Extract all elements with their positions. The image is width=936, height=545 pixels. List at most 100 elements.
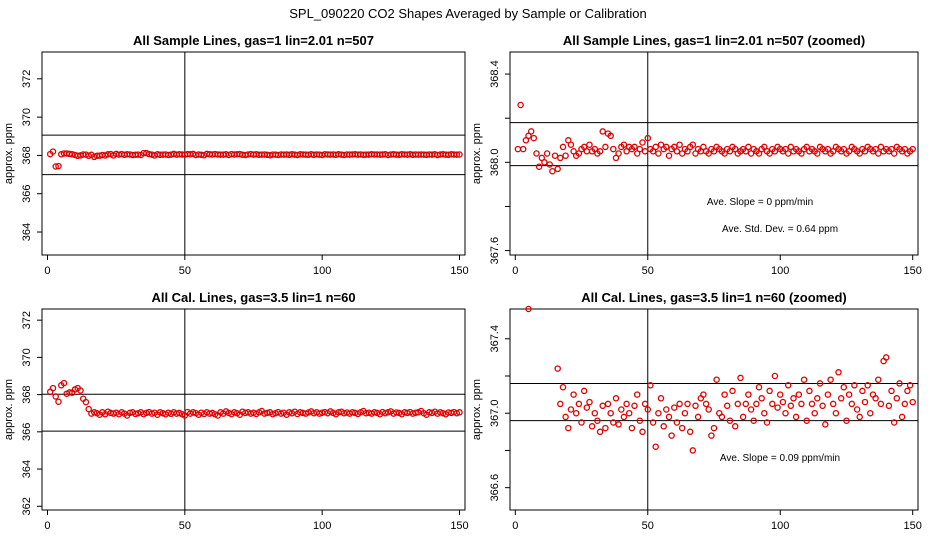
data-point: [156, 409, 164, 416]
x-tick-label: 50: [179, 520, 191, 532]
x-tick-label: 150: [904, 520, 922, 532]
data-point: [657, 395, 665, 402]
data-point: [864, 382, 871, 389]
data-point: [533, 150, 540, 157]
data-point: [774, 404, 781, 411]
data-point: [750, 417, 757, 424]
data-point: [806, 387, 813, 395]
data-point: [570, 391, 577, 398]
data-point: [565, 424, 572, 432]
data-point: [710, 424, 718, 432]
data-point: [349, 409, 356, 416]
y-tick-label: 366: [21, 423, 33, 441]
data-point: [594, 417, 601, 424]
panel-title: All Cal. Lines, gas=3.5 lin=1 n=60 (zoom…: [581, 290, 847, 305]
data-point: [769, 400, 776, 408]
data-point: [676, 141, 683, 148]
data-point: [848, 400, 856, 408]
x-tick-label: 0: [512, 520, 518, 532]
data-point: [811, 409, 818, 417]
data-point: [559, 143, 567, 151]
data-point: [55, 162, 62, 170]
data-point: [575, 400, 583, 408]
data-point: [517, 101, 524, 109]
data-point: [631, 402, 638, 410]
data-point: [49, 148, 57, 155]
plot-frame: [41, 308, 466, 511]
data-point: [583, 148, 591, 155]
data-point: [784, 382, 792, 389]
data-point: [620, 141, 628, 148]
data-point: [840, 383, 848, 391]
data-point: [599, 128, 606, 135]
data-point: [77, 387, 84, 394]
data-point: [843, 417, 850, 424]
chart-panel-3: All Cal. Lines, gas=3.5 lin=1 n=60 0 50 100…: [3, 290, 469, 532]
y-tick-label: 367.6: [489, 237, 501, 265]
data-point: [519, 145, 527, 153]
annotation-text: Ave. Std. Dev. = 0.64 ppm: [722, 224, 838, 235]
data-point: [893, 395, 901, 402]
data-point: [758, 395, 765, 402]
data-point: [747, 406, 755, 413]
data-point: [885, 402, 893, 410]
data-point: [755, 383, 763, 391]
data-point: [551, 152, 559, 159]
data-point: [890, 150, 898, 157]
data-point: [586, 398, 593, 406]
data-point: [625, 409, 633, 417]
data-point: [668, 432, 675, 439]
data-point: [636, 417, 644, 424]
data-point: [602, 143, 609, 151]
data-point: [808, 400, 816, 408]
data-point: [792, 413, 800, 421]
data-point: [612, 395, 620, 402]
data-point: [877, 400, 885, 408]
data-point: [55, 398, 62, 405]
data-point: [628, 424, 636, 432]
data-point: [549, 167, 556, 175]
data-point: [901, 400, 909, 408]
data-point: [596, 428, 604, 436]
annotation-text: Ave. Slope = 0 ppm/min: [707, 197, 813, 208]
data-point: [761, 409, 768, 417]
data-point: [52, 163, 59, 170]
y-tick-label: 368.4: [489, 60, 501, 88]
data-point: [655, 409, 662, 417]
data-point: [554, 165, 561, 173]
data-point: [742, 400, 750, 408]
data-point: [583, 404, 591, 411]
x-tick-label: 50: [179, 265, 191, 277]
data-point: [689, 447, 697, 454]
data-point: [766, 387, 773, 395]
x-tick-label: 50: [642, 520, 654, 532]
data-point: [316, 410, 323, 417]
x-tick-label: 150: [904, 265, 922, 277]
data-point: [853, 406, 861, 413]
x-tick-label: 50: [642, 265, 654, 277]
data-point: [745, 143, 752, 151]
data-point: [665, 413, 673, 421]
data-point: [546, 161, 553, 168]
y-tick-label: 368: [21, 385, 33, 403]
data-point: [535, 163, 543, 170]
data-point: [721, 391, 728, 398]
chart-panel-1: All Sample Lines, gas=1 lin=2.01 n=507 0 5…: [3, 33, 469, 277]
y-tick-label: 370: [21, 348, 33, 366]
data-point: [689, 141, 697, 148]
x-tick-label: 0: [512, 265, 518, 277]
data-point: [824, 391, 832, 398]
data-point: [739, 413, 747, 421]
data-point: [684, 400, 691, 408]
data-point: [66, 389, 73, 396]
y-tick-label: 367.0: [489, 399, 501, 427]
data-point: [827, 376, 834, 383]
data-point: [700, 391, 707, 398]
y-tick-label: 367.4: [489, 325, 501, 353]
data-point: [527, 128, 535, 135]
data-point: [60, 379, 68, 387]
data-point: [713, 376, 720, 383]
data-point: [607, 409, 614, 417]
data-point: [644, 406, 652, 413]
data-point: [776, 391, 784, 398]
